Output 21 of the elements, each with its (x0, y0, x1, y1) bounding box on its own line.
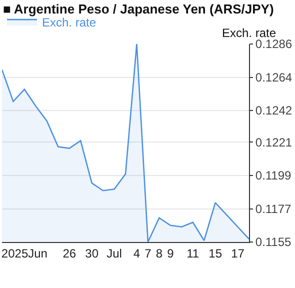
y-tick-label: 0.1199 (255, 168, 292, 183)
x-tick-label: 11 (186, 246, 200, 260)
y-tick-label: 0.1286 (255, 37, 292, 52)
x-tick-label: 9 (167, 246, 174, 260)
y-tick-label: 0.1155 (255, 235, 292, 250)
x-tick-label: 15 (208, 246, 222, 260)
x-tick-label: 4 (133, 246, 140, 260)
x-tick-label: 30 (85, 246, 99, 260)
x-tick-label: 26 (62, 246, 76, 260)
x-tick-label: 2025Jun (1, 246, 48, 260)
legend-label: Exch. rate (42, 15, 96, 30)
y-axis-title: Exch. rate (222, 26, 276, 40)
x-tick-label: Jul (106, 246, 122, 260)
y-tick-label: 0.1242 (255, 104, 292, 118)
y-tick-label: 0.1221 (255, 135, 292, 150)
x-tick-label: 17 (231, 246, 245, 260)
x-tick-label: 8 (156, 246, 163, 260)
y-tick-label: 0.1177 (255, 202, 292, 216)
x-tick-label: 7 (144, 246, 152, 260)
chart-title: ■ Argentine Peso / Japanese Yen (ARS/JPY) (2, 1, 274, 16)
y-tick-label: 0.1264 (255, 70, 292, 84)
